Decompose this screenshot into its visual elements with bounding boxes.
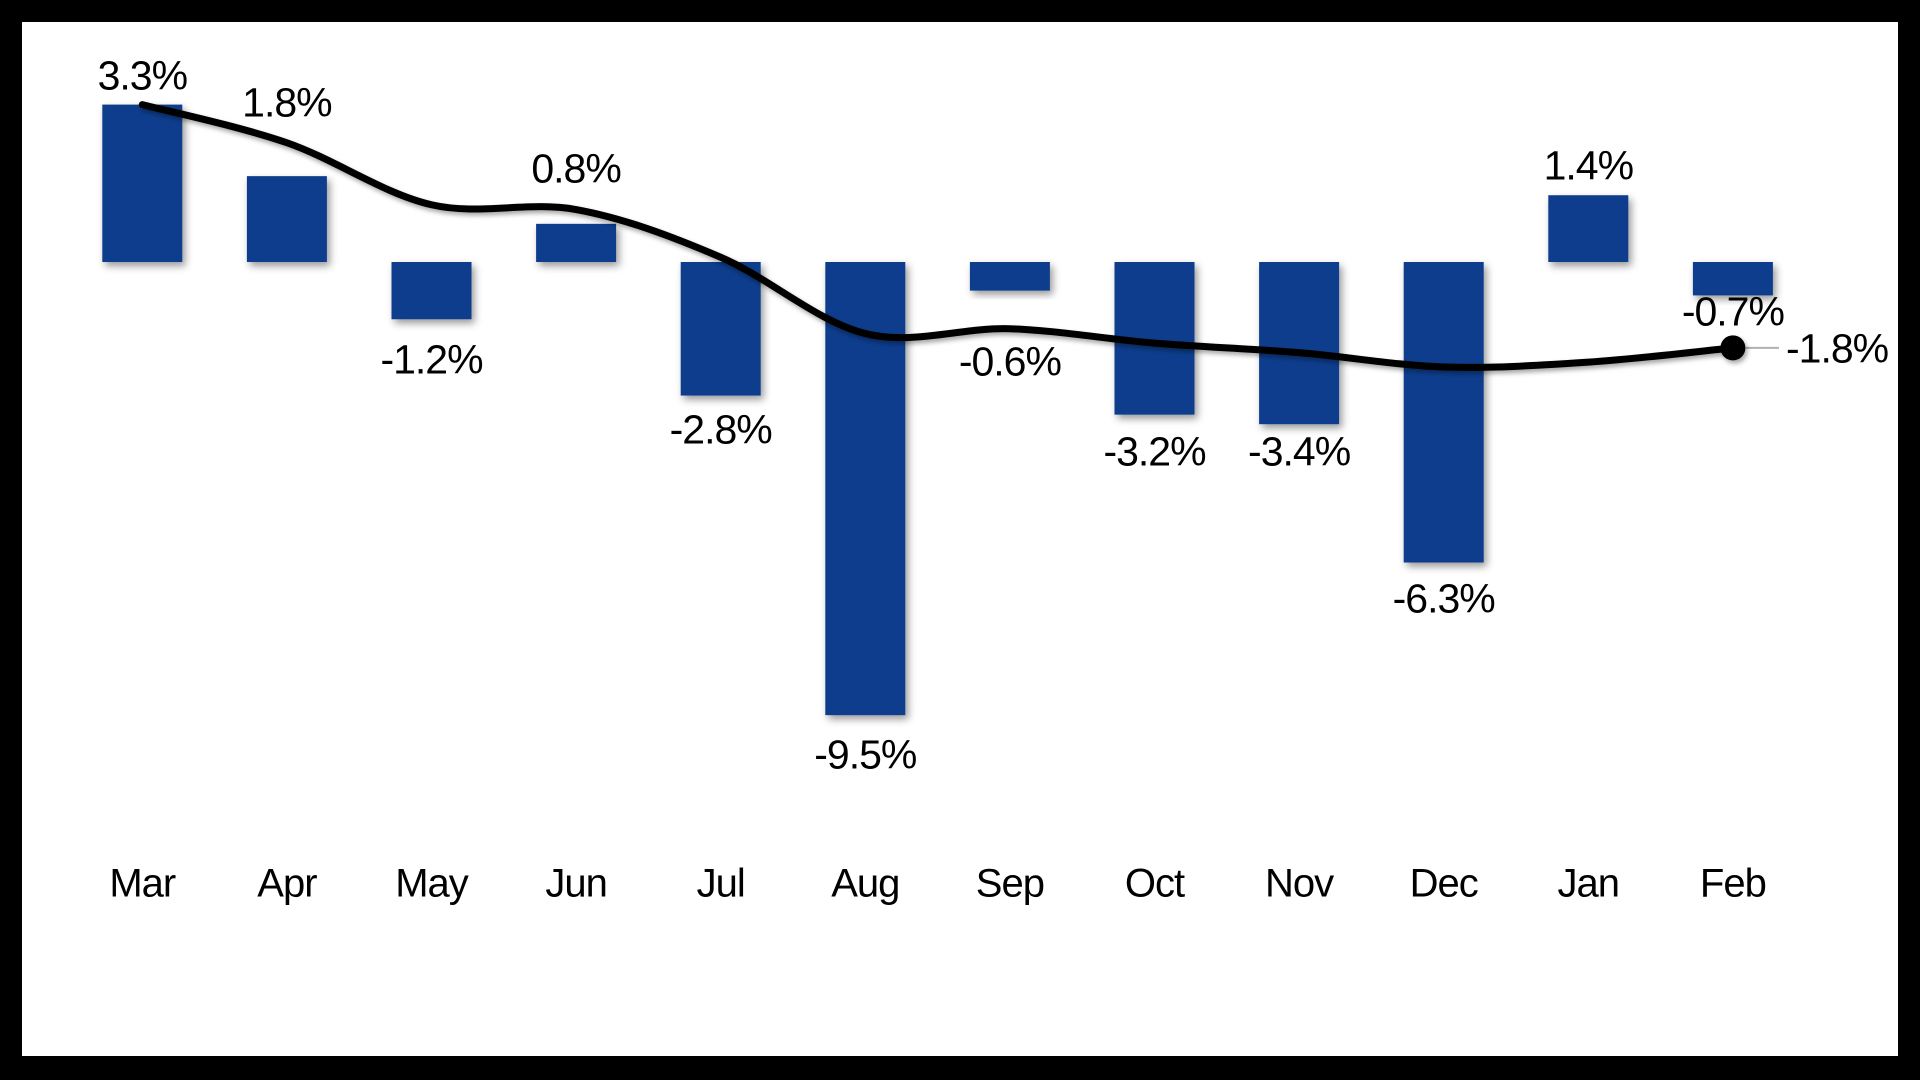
month-label-oct: Oct	[1124, 861, 1185, 906]
bar-apr[interactable]	[246, 176, 327, 262]
month-label-jun: Jun	[545, 861, 607, 906]
month-label-dec: Dec	[1409, 861, 1479, 906]
bar-value-label-mar: 3.3%	[97, 52, 188, 99]
bar-series	[102, 104, 1773, 716]
month-label-jan: Jan	[1557, 861, 1620, 906]
bar-sep[interactable]	[969, 262, 1050, 291]
bar-jul[interactable]	[680, 262, 761, 396]
bar-value-label-sep: -0.6%	[958, 338, 1062, 385]
bar-value-label-oct: -3.2%	[1103, 428, 1206, 475]
month-label-mar: Mar	[109, 861, 176, 906]
month-label-jul: Jul	[696, 861, 746, 906]
month-label-may: May	[395, 861, 469, 906]
trend-line-end-label: -1.8%	[1786, 325, 1889, 372]
bar-value-label-jan: 1.4%	[1543, 142, 1634, 189]
month-label-sep: Sep	[975, 861, 1045, 906]
bar-mar[interactable]	[102, 104, 183, 262]
bar-jun[interactable]	[536, 223, 617, 262]
bar-value-label-jun: 0.8%	[531, 145, 621, 192]
bar-jan[interactable]	[1548, 195, 1629, 262]
bar-value-label-jul: -2.8%	[669, 406, 773, 453]
bar-feb[interactable]	[1692, 262, 1773, 296]
bar-nov[interactable]	[1259, 262, 1340, 425]
trend-line[interactable]	[138, 101, 1737, 371]
bar-may[interactable]	[391, 262, 472, 320]
bar-value-label-feb: -0.7%	[1681, 288, 1785, 335]
bar-value-label-nov: -3.4%	[1248, 428, 1351, 475]
bar-value-label-apr: 1.8%	[242, 79, 332, 126]
month-label-nov: Nov	[1265, 861, 1334, 906]
bar-value-label-aug: -9.5%	[814, 731, 917, 778]
chart-plot-area	[22, 22, 1898, 1056]
bar-value-label-may: -1.2%	[380, 336, 483, 383]
trend-line-end-marker[interactable]	[1720, 335, 1746, 361]
month-label-apr: Apr	[257, 861, 317, 906]
bar-dec[interactable]	[1403, 262, 1484, 563]
trend-line-series	[138, 101, 1779, 371]
month-label-aug: Aug	[831, 861, 900, 906]
bar-value-label-dec: -6.3%	[1392, 575, 1496, 622]
month-label-feb: Feb	[1699, 861, 1767, 906]
